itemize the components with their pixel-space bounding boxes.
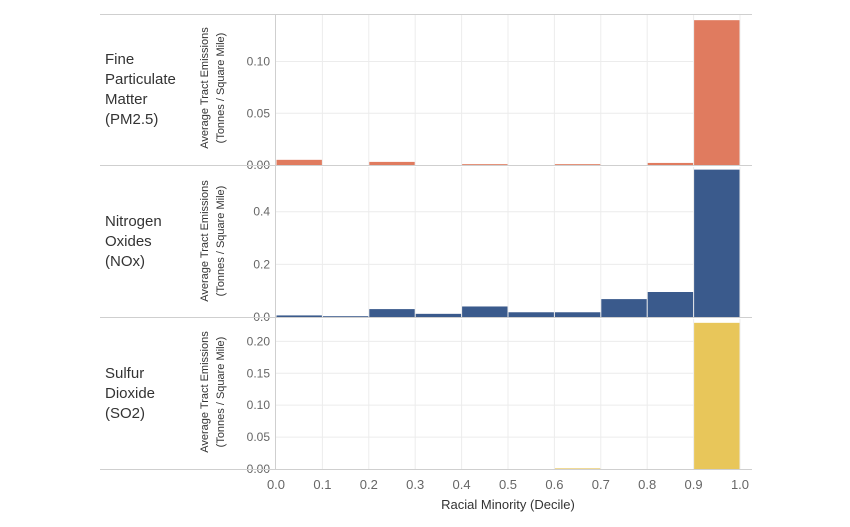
bar (601, 299, 647, 317)
x-tick-label: 0.7 (592, 477, 610, 492)
x-tick-label: 0.1 (313, 477, 331, 492)
x-tick-label: 0.3 (406, 477, 424, 492)
y-tick-label: 0.4 (253, 205, 270, 219)
x-tick-label: 0.2 (360, 477, 378, 492)
x-tick-label: 0.8 (638, 477, 656, 492)
x-tick-label: 1.0 (731, 477, 749, 492)
panel-row-label-so2: Sulfur Dioxide (SO2) (105, 365, 156, 422)
x-tick-label: 0.0 (267, 477, 285, 492)
x-axis-label: Racial Minority (Decile) (441, 497, 575, 512)
bar (554, 312, 601, 317)
bar (508, 312, 554, 317)
y-tick-label: 0.05 (247, 106, 271, 120)
bar (276, 159, 322, 165)
bar (322, 316, 369, 317)
bar (462, 164, 508, 165)
bar (462, 306, 508, 317)
bar (415, 313, 462, 317)
bar (694, 20, 740, 166)
bar (554, 468, 601, 469)
bar (369, 309, 415, 317)
x-tick-label: 0.5 (499, 477, 517, 492)
bar (369, 161, 415, 165)
bar (647, 292, 694, 317)
x-tick-label: 0.9 (685, 477, 703, 492)
y-tick-label: 0.15 (247, 366, 271, 380)
panel-row-label-nox: Nitrogen Oxides (NOx) (105, 213, 162, 270)
bar (276, 315, 322, 317)
y-tick-label: 0.2 (253, 257, 270, 271)
bar (694, 322, 740, 469)
panel-row-label-pm25: Fine Particulate Matter (PM2.5) (105, 51, 176, 128)
y-tick-label: 0.10 (247, 55, 271, 69)
bar (694, 169, 740, 317)
y-tick-label: 0.20 (247, 334, 271, 348)
x-tick-label: 0.4 (453, 477, 471, 492)
bar (554, 164, 601, 165)
bar (647, 162, 694, 165)
y-tick-label: 0.05 (247, 430, 271, 444)
y-tick-label: 0.10 (247, 398, 271, 412)
x-tick-label: 0.6 (545, 477, 563, 492)
